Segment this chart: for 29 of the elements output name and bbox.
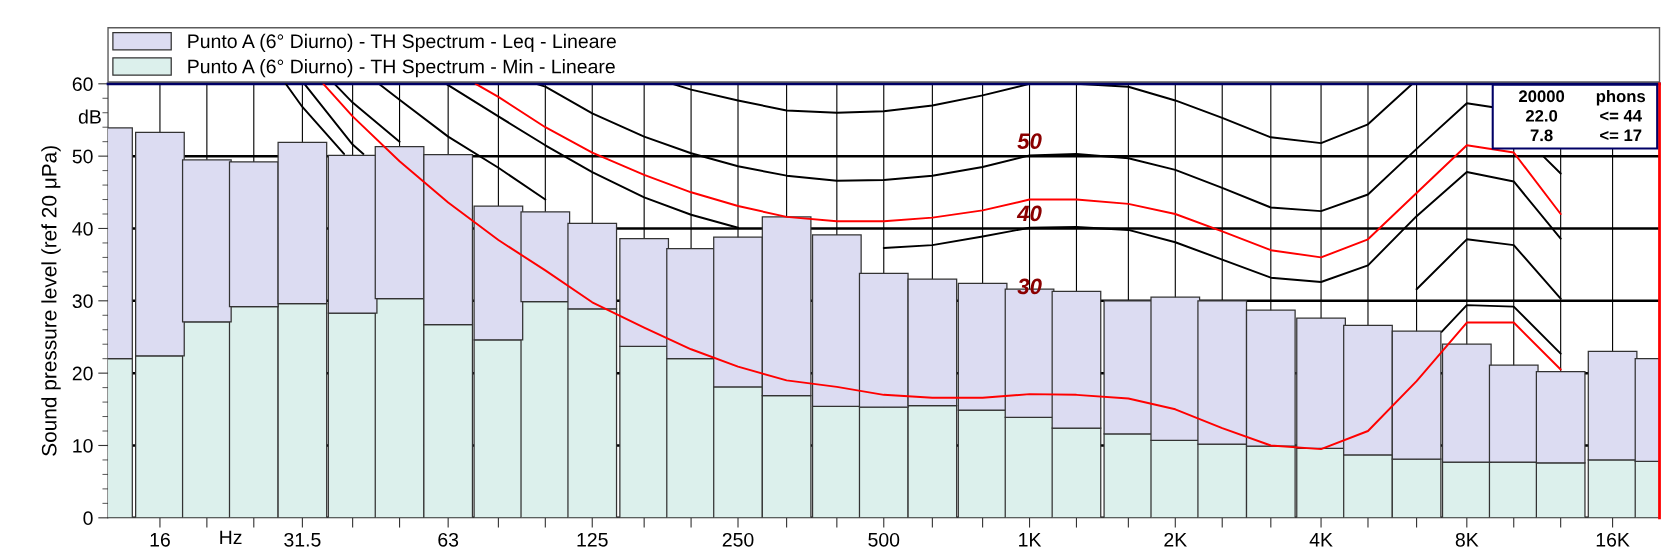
legend-label: Punto A (6° Diurno) - TH Spectrum - Min - Lineare [188,59,615,78]
y-tick-label: 30 [72,294,93,309]
y-tick-label: 20 [72,366,93,381]
x-tick-label: 1K [1019,533,1042,547]
x-tick-label: 250 [722,532,754,547]
annotation: phons [1596,89,1646,106]
x-tick-label: 63 [438,532,459,547]
legend-label: Punto A (6° Diurno) - TH Spectrum - Leq - Lineare [188,33,616,52]
y-tick-label: 50 [72,149,93,164]
annotation: 22.0 [1525,109,1558,122]
x-tick-label: 16K [1596,532,1630,547]
annotation: 20000 [1519,90,1565,103]
x-tick-label: 500 [868,532,900,547]
annotation: 7.8 [1530,129,1553,142]
y-axis-title: Sound pressure level (ref 20 μPa) [41,146,61,456]
x-tick-label: 8K [1455,532,1479,547]
annotation: <= 44 [1600,110,1642,122]
x-tick-label: 31.5 [284,532,321,547]
x-tick-label: 125 [577,532,608,547]
annotation: <= 17 [1600,129,1642,142]
text: dB [78,109,101,124]
y-tick-label: 40 [72,221,93,236]
x-tick-label: 2K [1164,532,1187,547]
x-tick-label: 4K [1309,533,1333,547]
x-tick-label: 16 [150,532,170,547]
y-tick-label: 10 [73,438,93,453]
y-tick-label: 0 [83,511,93,526]
text: Hz [220,530,242,545]
y-tick-label: 60 [72,77,93,92]
